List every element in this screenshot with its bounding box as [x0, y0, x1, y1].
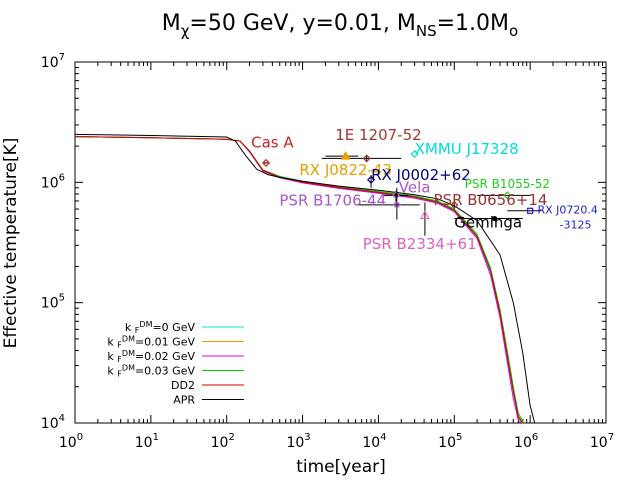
x-tick-label: 102 [211, 432, 235, 451]
observation-marker [340, 151, 351, 160]
observation-label: PSR B2334+61 [363, 235, 477, 253]
legend-entry-label: APR [173, 394, 195, 407]
x-tick-label: 101 [135, 432, 159, 451]
observation-label: PSR B1055-52 [465, 177, 550, 191]
observation-label: RX J0002+62 [371, 166, 471, 184]
observation-label: Vela [399, 179, 431, 197]
observation-label: RX J0720.4 -3125 [537, 204, 597, 232]
legend-entry-label: k FDM=0 GeV [125, 320, 196, 335]
observation-label: PSR B0656+14 [434, 191, 548, 209]
x-tick-label: 103 [286, 432, 310, 451]
observation-marker [527, 207, 534, 214]
observation-marker [261, 158, 271, 167]
title-subscript: NS [416, 22, 437, 40]
y-axis-label: Effective temperature[K] [1, 138, 21, 349]
observation-label: XMMU J17328 [415, 140, 519, 158]
legend-entry-label: DD2 [171, 379, 195, 392]
observation-marker [391, 191, 400, 200]
y-tick-label: 107 [41, 52, 65, 71]
x-tick-label: 106 [514, 432, 538, 451]
observation-marker [362, 154, 371, 163]
title-part: M [162, 11, 181, 36]
observation-label: PSR B1706-44 [279, 192, 386, 210]
series-lines [74, 133, 536, 424]
observation-label: Cas A [251, 133, 294, 151]
title-part: =50 GeV, y=0.01, M [189, 11, 415, 36]
x-axis-label: time[year] [296, 457, 386, 477]
y-tick-label: 106 [41, 172, 65, 191]
x-tick-label: 100 [59, 432, 83, 451]
x-tick-label: 104 [362, 432, 386, 451]
y-tick-label: 105 [41, 293, 65, 312]
series-line [74, 133, 536, 424]
title-part: =1.0M [437, 11, 509, 36]
observation-marker [492, 215, 498, 222]
observation-marker [367, 175, 376, 184]
x-tick-label: 105 [438, 432, 462, 451]
plot-frame [74, 61, 607, 424]
observation-label: 1E 1207-52 [335, 126, 421, 144]
observation-marker [420, 210, 430, 220]
legend-entry-label: k FDM=0.01 GeV [107, 335, 195, 350]
observation-marker [450, 200, 459, 209]
observation-marker [410, 149, 419, 159]
legend-entry-label: k FDM=0.02 GeV [107, 349, 195, 364]
y-tick-label: 104 [41, 413, 65, 432]
chart-title: Mχ=50 GeV, y=0.01, MNS=1.0Mo [162, 11, 518, 40]
observation-label: Geminga [454, 214, 522, 232]
legend-entry-label: k FDM=0.03 GeV [107, 364, 195, 379]
plot-border [74, 61, 607, 424]
x-tick-label: 107 [590, 432, 614, 451]
axis-ticks: 100 101 102 103 104 105 106 107 104 105 106 107 [41, 52, 614, 451]
observation-marker [503, 191, 512, 200]
title-subscript: o [509, 22, 518, 40]
title-subscript: χ [181, 22, 190, 40]
observation-label: RX J0822-43 [299, 161, 392, 179]
observation-marker [392, 200, 401, 209]
